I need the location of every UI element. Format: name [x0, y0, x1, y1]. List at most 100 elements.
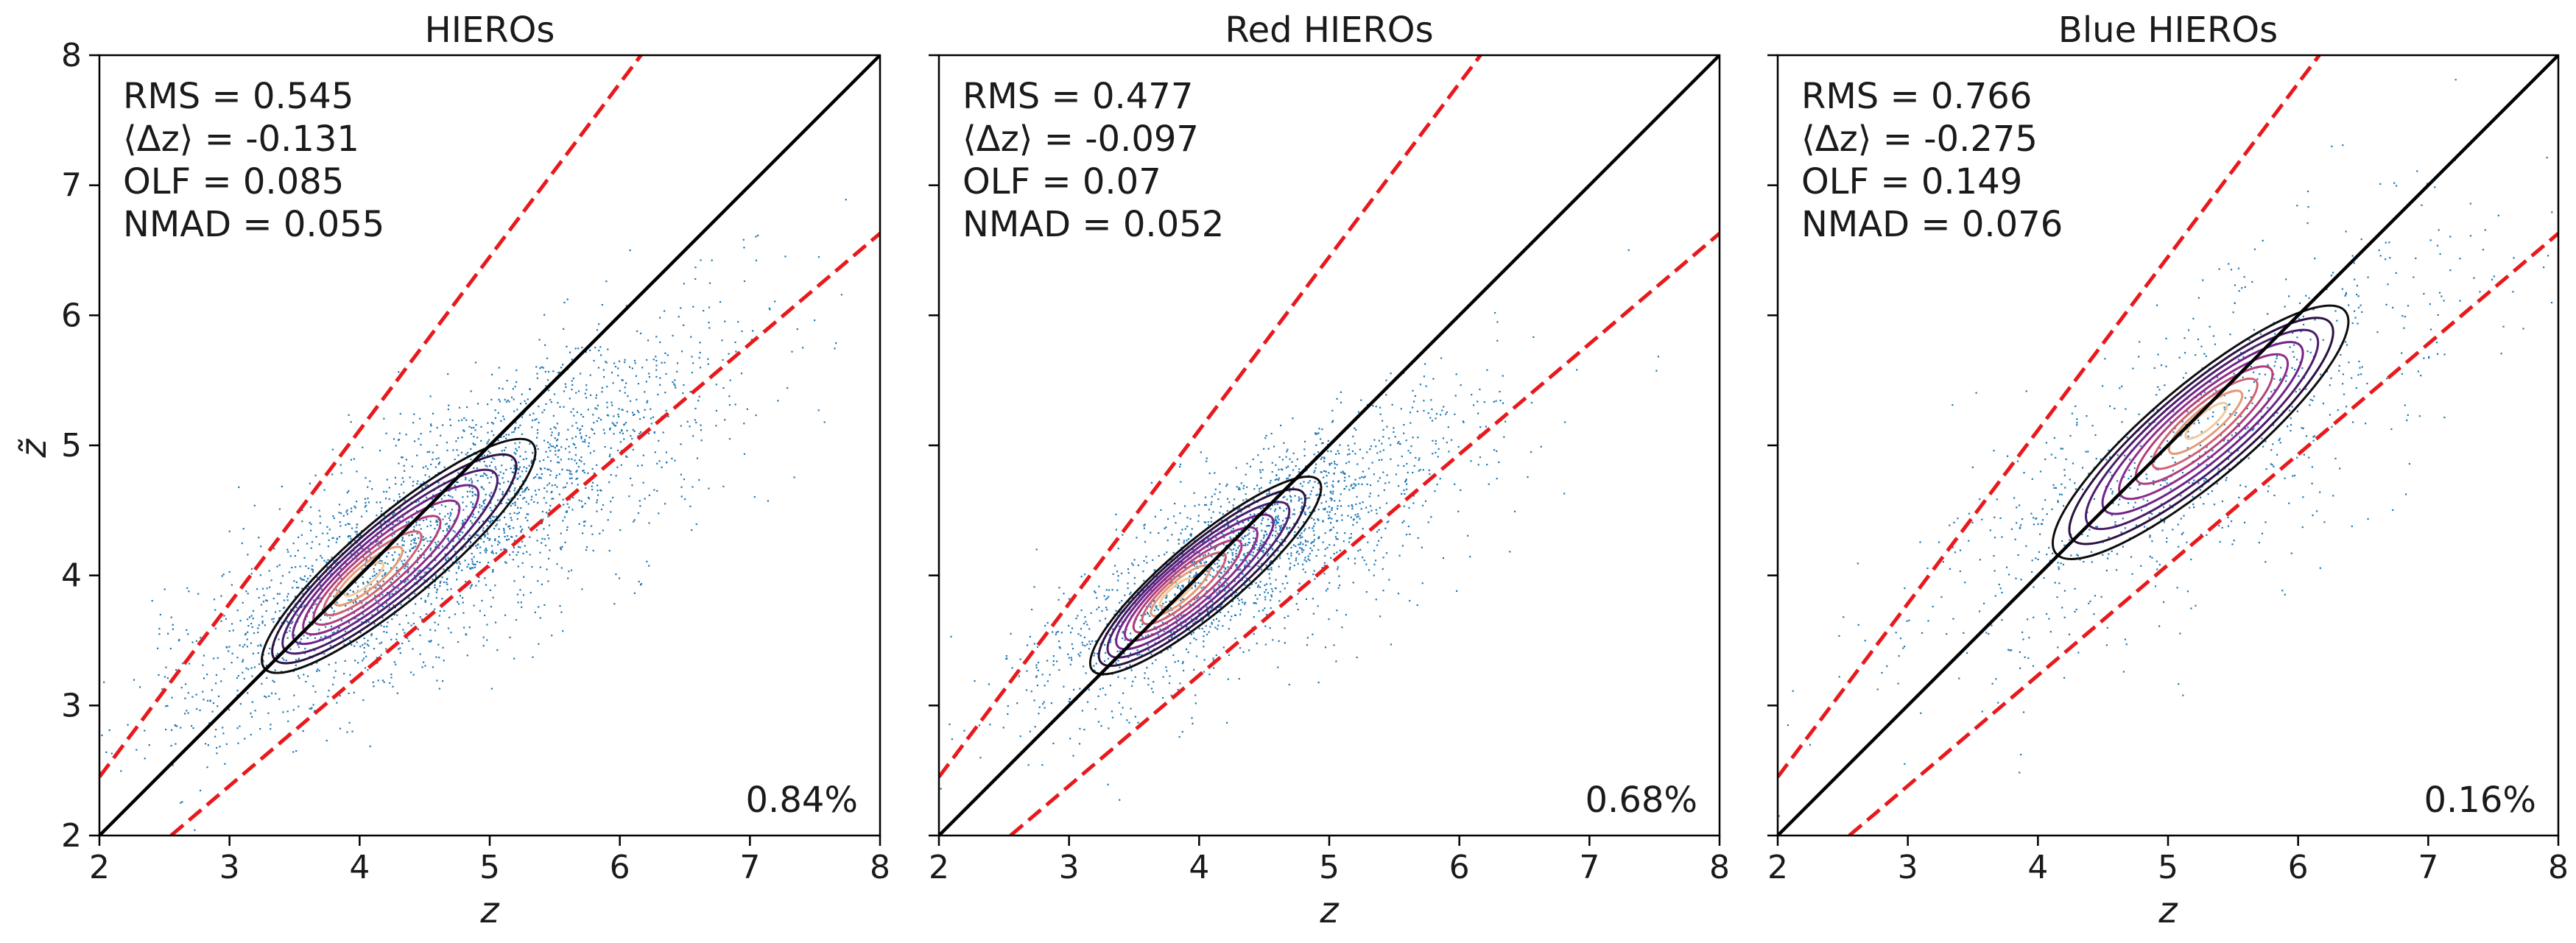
scatter-point [1295, 603, 1298, 605]
scatter-point [444, 505, 446, 508]
scatter-point [548, 389, 550, 392]
scatter-point [251, 716, 253, 718]
scatter-point [1337, 568, 1339, 571]
scatter-point [1301, 547, 1303, 549]
scatter-point [1378, 439, 1380, 442]
scatter-point [1298, 534, 1301, 537]
scatter-point [1206, 457, 1208, 459]
scatter-point [395, 575, 398, 577]
scatter-point [479, 561, 481, 564]
scatter-point [580, 460, 583, 462]
scatter-point [654, 451, 656, 453]
scatter-point [1354, 514, 1356, 516]
scatter-point [624, 386, 626, 389]
scatter-point [1286, 451, 1288, 453]
scatter-point [531, 420, 534, 422]
scatter-point [439, 512, 441, 515]
scatter-point [476, 544, 479, 546]
scatter-point [346, 492, 348, 494]
scatter-point [1253, 513, 1256, 515]
scatter-point [359, 544, 362, 546]
scatter-point [1199, 561, 1201, 563]
scatter-point [314, 474, 317, 476]
scatter-point [418, 524, 420, 526]
density-contour [333, 545, 404, 607]
scatter-point [502, 473, 504, 475]
scatter-point [1270, 568, 1273, 571]
scatter-point [665, 409, 667, 412]
scatter-point [1391, 403, 1393, 406]
scatter-point [430, 425, 432, 427]
scatter-point [378, 602, 380, 604]
scatter-point [322, 532, 324, 534]
scatter-point [458, 406, 461, 409]
scatter-point [517, 565, 519, 568]
scatter-point [1254, 537, 1257, 540]
scatter-point [1305, 560, 1308, 562]
scatter-point [266, 599, 268, 602]
scatter-point [1953, 521, 1955, 523]
scatter-point [513, 512, 515, 514]
scatter-point [1083, 623, 1085, 625]
scatter-point [1345, 485, 1348, 487]
scatter-point [1207, 521, 1209, 523]
scatter-point [541, 542, 543, 544]
scatter-point [695, 421, 697, 424]
scatter-point [1416, 604, 1418, 607]
scatter-point [469, 587, 471, 589]
scatter-point [1309, 547, 1312, 549]
scatter-point [481, 487, 483, 489]
scatter-point [443, 466, 446, 468]
scatter-point [1256, 548, 1259, 551]
scatter-point [313, 604, 315, 606]
scatter-point [665, 451, 667, 453]
scatter-point [676, 370, 678, 372]
scatter-point [571, 389, 573, 391]
scatter-point [269, 647, 271, 650]
scatter-point [263, 594, 265, 596]
scatter-point [576, 477, 579, 479]
scatter-point [286, 596, 289, 598]
scatter-point [1163, 630, 1165, 632]
scatter-point [1421, 582, 1424, 584]
scatter-point [2087, 451, 2089, 453]
scatter-point [527, 503, 529, 505]
scatter-point [159, 613, 161, 615]
scatter-point [350, 598, 353, 601]
scatter-point [633, 414, 636, 416]
scatter-point [380, 513, 382, 515]
scatter-point [212, 702, 215, 704]
scatter-point [490, 430, 493, 432]
scatter-point [1055, 632, 1058, 634]
scatter-point [247, 668, 250, 671]
scatter-point [375, 541, 377, 543]
scatter-point [465, 478, 467, 481]
scatter-point [1337, 481, 1340, 483]
scatter-point [1373, 473, 1375, 476]
scatter-point [485, 474, 488, 476]
scatter-point [418, 576, 421, 579]
scatter-point [250, 623, 253, 625]
scatter-point [473, 604, 475, 607]
scatter-point [1154, 515, 1156, 518]
scatter-point [2081, 467, 2084, 469]
scatter-point [1385, 502, 1387, 504]
scatter-point [381, 641, 383, 643]
scatter-point [1298, 543, 1300, 545]
scatter-point [1271, 470, 1273, 473]
scatter-point [521, 433, 524, 435]
scatter-point [699, 342, 701, 344]
density-contour [1123, 526, 1259, 643]
scatter-point [2055, 487, 2057, 489]
scatter-point [449, 519, 451, 521]
scatter-point [388, 520, 390, 523]
scatter-point [486, 531, 488, 533]
scatter-point [531, 495, 533, 498]
scatter-point [340, 512, 342, 515]
scatter-point [404, 470, 406, 472]
scatter-point [384, 573, 387, 576]
scatter-point [139, 686, 141, 688]
scatter-point [1287, 465, 1289, 467]
scatter-point [1202, 554, 1205, 557]
scatter-point [362, 660, 364, 662]
